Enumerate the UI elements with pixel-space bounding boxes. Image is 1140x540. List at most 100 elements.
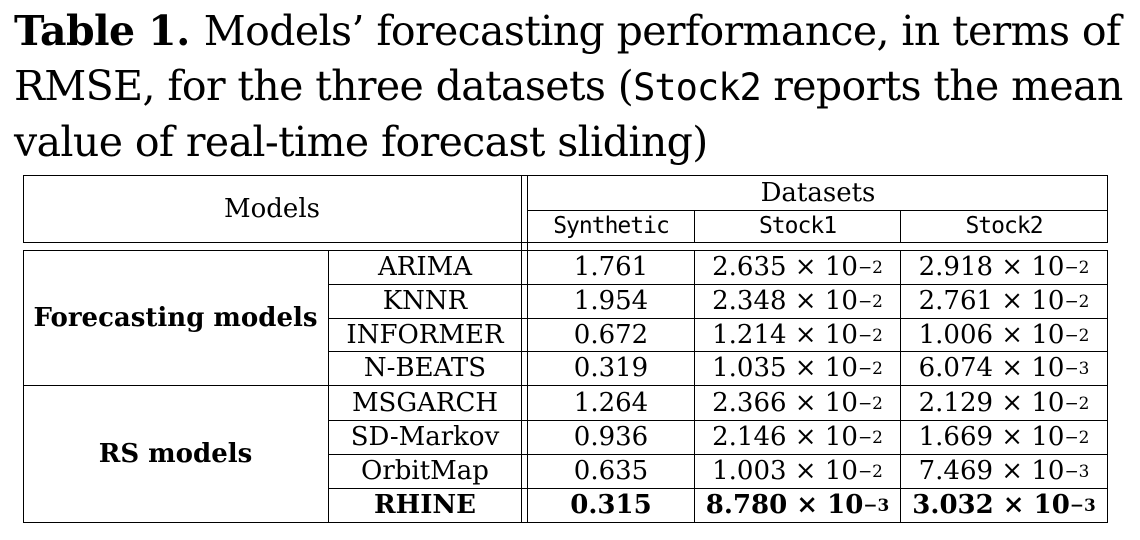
times-sign: × [787, 490, 828, 520]
rule-left-body [23, 250, 24, 523]
mantissa: 2.635 [712, 252, 787, 282]
cell-stock1: 2.366 × 10 −2 [712, 387, 883, 418]
cell-stock2: 1.006 × 10 −2 [918, 319, 1090, 350]
mantissa: 3.032 [912, 490, 994, 520]
rule-datasets [528, 210, 1108, 211]
base: 10 [824, 286, 858, 316]
base: 10 [1031, 387, 1065, 418]
model-name: MSGARCH [351, 387, 499, 418]
rule-double-2 [527, 175, 528, 523]
mantissa: 2.146 [712, 422, 787, 452]
times-sign: × [786, 456, 825, 486]
mantissa: 7.469 [918, 456, 994, 486]
rule-header-bottom [23, 242, 1108, 243]
rule-row [328, 284, 1108, 285]
header-col-synthetic: Synthetic [553, 213, 670, 239]
base: 10 [824, 252, 858, 282]
times-sign: × [993, 490, 1034, 520]
base: 10 [1031, 422, 1065, 452]
base: 10 [1031, 286, 1065, 316]
cell-synthetic: 1.264 [573, 387, 649, 418]
rule-col-header [694, 210, 695, 243]
cell-stock2: 1.669 × 10 −2 [918, 422, 1090, 452]
rule-right-header [1107, 175, 1108, 243]
cell-stock2: 2.761 × 10 −2 [918, 286, 1090, 316]
cell-stock1: 2.348 × 10 −2 [712, 286, 883, 316]
times-sign: × [786, 422, 825, 452]
mantissa: 1.003 [712, 456, 787, 486]
group-label: RS models [98, 438, 253, 469]
cell-stock1: 2.635 × 10 −2 [712, 252, 883, 282]
times-sign: × [993, 422, 1032, 452]
times-sign: × [786, 319, 825, 350]
mantissa: 2.348 [712, 286, 787, 316]
cell-synthetic: 1.761 [573, 252, 649, 282]
times-sign: × [993, 353, 1032, 383]
group-label: Forecasting models [33, 302, 318, 333]
base: 10 [1031, 319, 1065, 350]
cell-stock2: 2.129 × 10 −2 [918, 387, 1090, 418]
base: 10 [824, 353, 858, 383]
rule-col-body [900, 250, 901, 523]
rule-left-header [23, 175, 24, 243]
base: 10 [1031, 456, 1065, 486]
rule-row [328, 420, 1108, 421]
rule-double-1 [521, 175, 522, 523]
cell-stock1: 1.214 × 10 −2 [712, 319, 883, 350]
header-col-stock2: Stock2 [965, 213, 1043, 239]
cell-synthetic: 0.635 [573, 456, 649, 486]
base: 10 [824, 456, 858, 486]
rule-col-header [900, 210, 901, 243]
model-name: ARIMA [377, 252, 473, 282]
mantissa: 2.366 [712, 387, 787, 418]
rule-row [328, 488, 1108, 489]
model-name: INFORMER [346, 319, 504, 350]
mantissa: 1.006 [918, 319, 994, 350]
model-name: OrbitMap [361, 456, 489, 486]
cell-stock2: 6.074 × 10 −3 [918, 353, 1090, 383]
rule-right-body [1107, 250, 1108, 523]
rule-group-col [328, 250, 329, 523]
cell-stock2: 3.032 × 10 −3 [912, 490, 1096, 520]
times-sign: × [993, 319, 1032, 350]
mantissa: 6.074 [918, 353, 994, 383]
times-sign: × [993, 387, 1032, 418]
base: 10 [827, 490, 864, 520]
times-sign: × [786, 252, 825, 282]
model-name: RHINE [374, 490, 476, 520]
base: 10 [1031, 252, 1065, 282]
header-models: Models [224, 193, 320, 224]
times-sign: × [993, 252, 1032, 282]
mantissa: 1.035 [712, 353, 787, 383]
cell-stock1: 1.003 × 10 −2 [712, 456, 883, 486]
cell-synthetic: 0.319 [573, 353, 649, 383]
mantissa: 8.780 [705, 490, 788, 520]
cell-synthetic: 0.315 [570, 490, 652, 520]
table-caption: Table 1. Models’ forecasting performance,… [14, 4, 1134, 170]
rule-bottom [23, 522, 1108, 523]
base: 10 [824, 319, 858, 350]
cell-synthetic: 0.936 [573, 422, 649, 452]
mantissa: 2.761 [918, 286, 994, 316]
results-table: Models Datasets Synthetic Stock1 Stock2 … [23, 175, 1108, 523]
rule-col-body [694, 250, 695, 523]
rule-header-bottom-2 [23, 250, 1108, 251]
cell-stock2: 2.918 × 10 −2 [918, 252, 1090, 282]
cell-stock1: 8.780 × 10 −3 [705, 490, 890, 520]
rule-group [23, 385, 1108, 386]
cell-synthetic: 1.954 [573, 286, 649, 316]
rule-row [328, 318, 1108, 319]
caption-text-1: Models’ forecasting performance, in term… [14, 7, 1121, 110]
mantissa: 1.214 [712, 319, 787, 350]
rule-row [328, 351, 1108, 352]
model-name: N-BEATS [363, 353, 487, 383]
caption-text-2: reports the mean value of real-time fore… [14, 62, 1123, 166]
header-datasets: Datasets [760, 177, 876, 208]
model-name: KNNR [382, 286, 468, 316]
cell-stock1: 2.146 × 10 −2 [712, 422, 883, 452]
mantissa: 1.669 [918, 422, 994, 452]
model-name: SD-Markov [350, 422, 500, 452]
caption-label: Table 1. [14, 7, 190, 55]
times-sign: × [786, 387, 825, 418]
cell-stock2: 7.469 × 10 −3 [918, 456, 1090, 486]
